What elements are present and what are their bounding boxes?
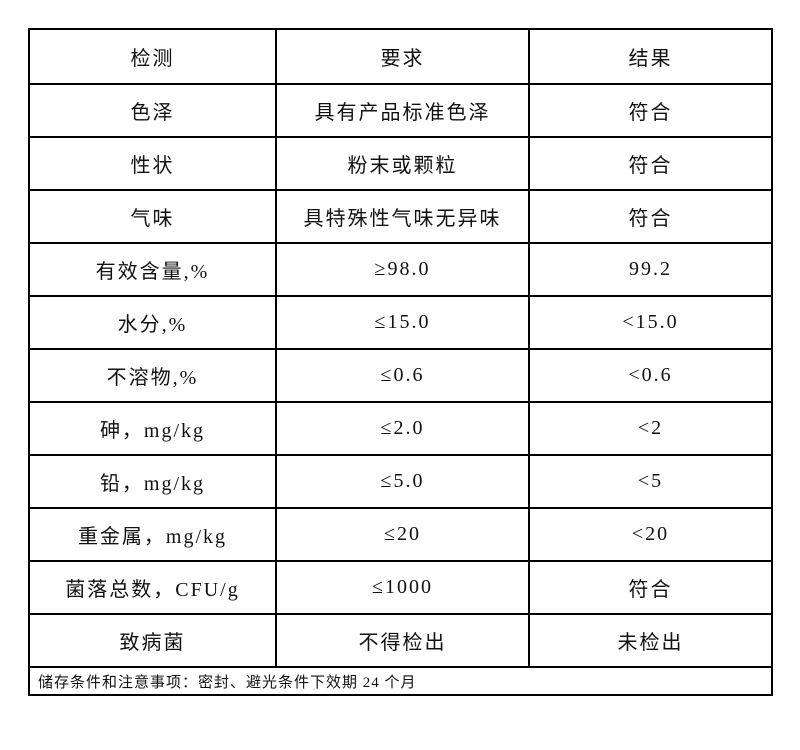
cell-test: 水分,% [28, 295, 277, 350]
header-row: 检测 要求 结果 [28, 28, 773, 85]
cell-result: <5 [528, 454, 773, 509]
cell-result: <20 [528, 507, 773, 562]
cell-test: 不溶物,% [28, 348, 277, 403]
footer-row: 储存条件和注意事项：密封、避光条件下效期 24 个月 [28, 666, 773, 696]
cell-test: 砷，mg/kg [28, 401, 277, 456]
header-cell-result: 结果 [528, 28, 773, 85]
table-row: 性状 粉末或颗粒 符合 [28, 136, 773, 191]
table-row: 有效含量,% ≥98.0 99.2 [28, 242, 773, 297]
cell-test: 有效含量,% [28, 242, 277, 297]
cell-test: 气味 [28, 189, 277, 244]
cell-requirement: 不得检出 [275, 613, 530, 668]
cell-requirement: 具特殊性气味无异味 [275, 189, 530, 244]
cell-test: 致病菌 [28, 613, 277, 668]
cell-requirement: ≤5.0 [275, 454, 530, 509]
cell-test: 性状 [28, 136, 277, 191]
cell-requirement: ≤0.6 [275, 348, 530, 403]
cell-result: 符合 [528, 189, 773, 244]
cell-requirement: ≤15.0 [275, 295, 530, 350]
cell-requirement: 粉末或颗粒 [275, 136, 530, 191]
cell-result: 符合 [528, 560, 773, 615]
cell-result: 符合 [528, 83, 773, 138]
cell-result: <0.6 [528, 348, 773, 403]
cell-result: 符合 [528, 136, 773, 191]
table-row: 重金属，mg/kg ≤20 <20 [28, 507, 773, 562]
table-row: 不溶物,% ≤0.6 <0.6 [28, 348, 773, 403]
cell-test: 菌落总数，CFU/g [28, 560, 277, 615]
table-row: 铅，mg/kg ≤5.0 <5 [28, 454, 773, 509]
cell-requirement: ≤1000 [275, 560, 530, 615]
cell-test: 铅，mg/kg [28, 454, 277, 509]
cell-requirement: ≥98.0 [275, 242, 530, 297]
inspection-table: 检测 要求 结果 色泽 具有产品标准色泽 符合 性状 粉末或颗粒 符合 气味 具… [28, 28, 773, 696]
table-row: 致病菌 不得检出 未检出 [28, 613, 773, 668]
cell-requirement: 具有产品标准色泽 [275, 83, 530, 138]
header-cell-test: 检测 [28, 28, 277, 85]
cell-test: 重金属，mg/kg [28, 507, 277, 562]
cell-result: <2 [528, 401, 773, 456]
cell-result: <15.0 [528, 295, 773, 350]
table-row: 气味 具特殊性气味无异味 符合 [28, 189, 773, 244]
table-row: 色泽 具有产品标准色泽 符合 [28, 83, 773, 138]
table-row: 砷，mg/kg ≤2.0 <2 [28, 401, 773, 456]
cell-requirement: ≤2.0 [275, 401, 530, 456]
cell-test: 色泽 [28, 83, 277, 138]
table-row: 水分,% ≤15.0 <15.0 [28, 295, 773, 350]
table-row: 菌落总数，CFU/g ≤1000 符合 [28, 560, 773, 615]
header-cell-requirement: 要求 [275, 28, 530, 85]
storage-note: 储存条件和注意事项：密封、避光条件下效期 24 个月 [28, 666, 773, 696]
cell-result: 99.2 [528, 242, 773, 297]
cell-result: 未检出 [528, 613, 773, 668]
cell-requirement: ≤20 [275, 507, 530, 562]
